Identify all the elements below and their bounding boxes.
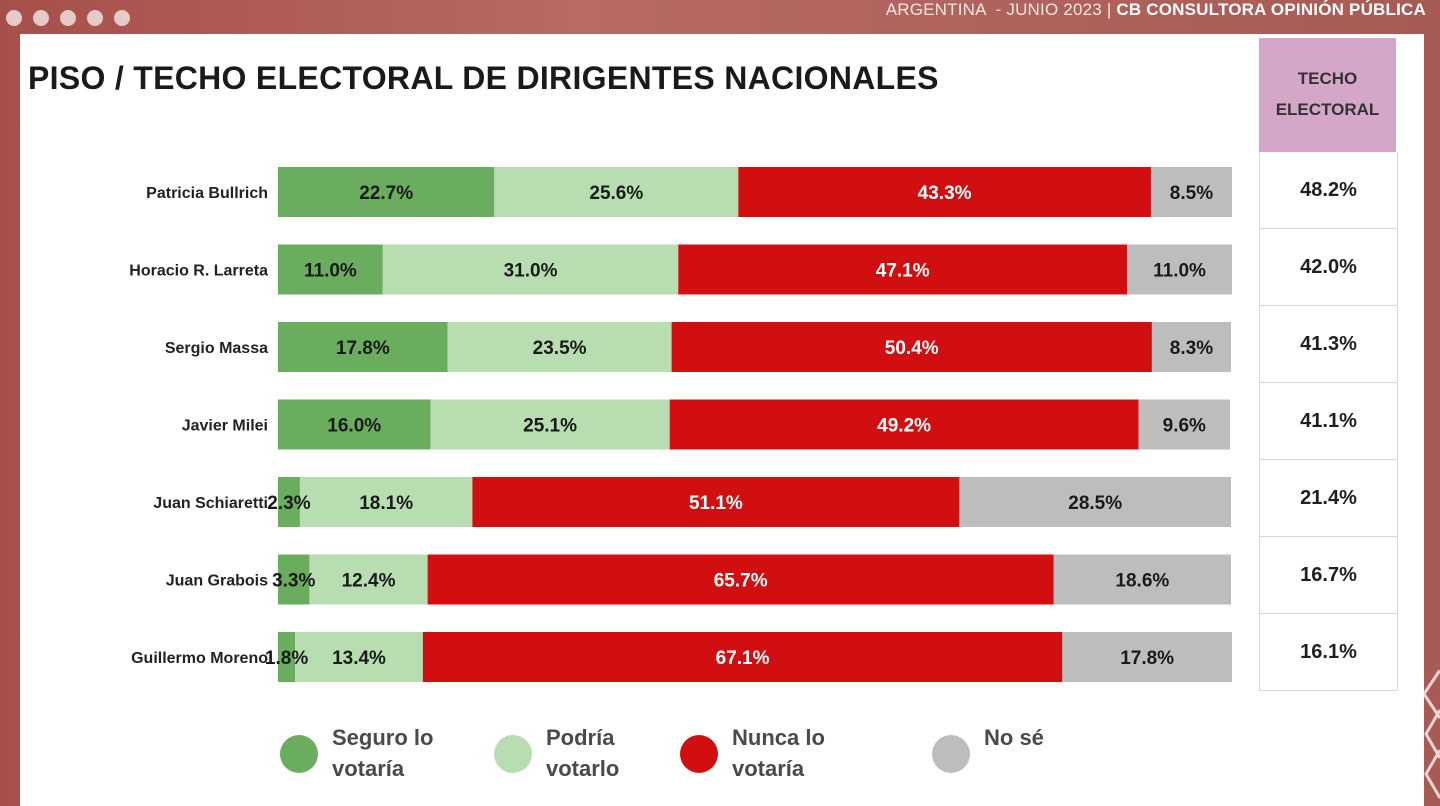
data-label: 22.7%	[359, 183, 413, 204]
data-label: 47.1%	[876, 261, 930, 282]
techo-value: 41.1%	[1260, 382, 1397, 459]
category-label: Patricia Bullrich	[146, 185, 268, 202]
data-label: 17.8%	[336, 338, 390, 359]
legend-item: Nunca lo votaría	[680, 722, 872, 784]
data-label: 18.6%	[1115, 571, 1169, 592]
techo-value: 41.3%	[1260, 305, 1397, 382]
techo-value: 42.0%	[1260, 228, 1397, 305]
data-label: 67.1%	[716, 648, 770, 669]
data-label: 8.3%	[1170, 338, 1213, 359]
bar-segment	[678, 244, 1128, 295]
data-label: 18.1%	[359, 493, 413, 514]
dot-icon	[6, 10, 22, 26]
category-label: Juan Grabois	[166, 573, 268, 590]
top-bar: ARGENTINA - JUNIO 2023 | CB CONSULTORA O…	[0, 0, 1440, 34]
legend-swatch	[932, 735, 970, 773]
bar-segment	[447, 322, 672, 372]
window-dots	[6, 10, 130, 26]
data-label: 51.1%	[689, 493, 743, 514]
legend-label: Seguro lo votaría	[332, 725, 434, 781]
data-label: 12.4%	[342, 571, 396, 592]
corner-decoration	[1424, 670, 1440, 799]
bar-segment	[494, 167, 739, 217]
category-label: Horacio R. Larreta	[129, 263, 268, 280]
bar-segment	[382, 244, 679, 295]
data-label: 43.3%	[918, 183, 972, 204]
source-line: ARGENTINA - JUNIO 2023 | CB CONSULTORA O…	[886, 0, 1426, 20]
techo-column: 48.2% 42.0% 41.3% 41.1% 21.4% 16.7% 16.1%	[1259, 152, 1398, 691]
bar-segment	[422, 632, 1063, 682]
data-label: 28.5%	[1068, 493, 1122, 514]
data-label: 17.8%	[1120, 648, 1174, 669]
bar-segment	[472, 477, 960, 527]
source-prefix: ARGENTINA - JUNIO 2023 |	[885, 0, 1117, 19]
legend-label: No sé	[984, 725, 1044, 750]
legend-swatch	[494, 735, 532, 773]
data-label: 50.4%	[885, 338, 939, 359]
category-label: Javier Milei	[182, 418, 268, 435]
data-label: 3.3%	[272, 571, 315, 592]
data-label: 1.8%	[265, 648, 308, 669]
data-label: 8.5%	[1170, 183, 1213, 204]
data-label: 11.0%	[304, 261, 357, 282]
bar-segment	[959, 477, 1231, 527]
data-label: 11.0%	[1153, 261, 1206, 282]
bar-segment	[278, 399, 431, 450]
legend-swatch	[280, 735, 318, 773]
data-label: 9.6%	[1163, 416, 1206, 437]
bar-segment	[278, 477, 300, 527]
bar-segment	[1150, 167, 1232, 217]
data-label: 2.3%	[267, 493, 310, 514]
dot-icon	[60, 10, 76, 26]
techo-value: 16.7%	[1260, 536, 1397, 613]
bar-segment	[295, 632, 423, 682]
bar-segment	[278, 167, 495, 217]
bar-segment	[278, 244, 383, 295]
bar-segment	[1138, 399, 1231, 450]
dot-icon	[114, 10, 130, 26]
techo-value: 16.1%	[1260, 613, 1397, 690]
bar-segment	[278, 554, 310, 605]
data-label: 23.5%	[533, 338, 587, 359]
bar-segment	[1127, 244, 1232, 295]
dot-icon	[33, 10, 49, 26]
bar-segment	[427, 554, 1054, 605]
bar-segment	[1062, 632, 1232, 682]
page-title: PISO / TECHO ELECTORAL DE DIRIGENTES NAC…	[28, 60, 939, 96]
data-label: 25.1%	[523, 416, 577, 437]
techo-value: 21.4%	[1260, 459, 1397, 536]
bar-segment	[669, 399, 1139, 450]
legend-label: Nunca lo votaría	[732, 725, 825, 781]
bar-segment	[1053, 554, 1231, 605]
legend-label: Podría votarlo	[546, 725, 620, 781]
bar-segment	[278, 632, 296, 682]
data-label: 49.2%	[877, 416, 931, 437]
category-label: Sergio Massa	[165, 340, 268, 357]
data-label: 13.4%	[332, 648, 386, 669]
data-label: 31.0%	[504, 261, 558, 282]
data-label: 16.0%	[327, 416, 381, 437]
legend-item: No sé	[932, 722, 1124, 773]
techo-header-label: TECHO ELECTORAL	[1275, 69, 1380, 119]
bar-segment	[1151, 322, 1231, 372]
techo-value: 48.2%	[1300, 178, 1357, 201]
bar-segment	[309, 554, 428, 605]
bar-segment	[430, 399, 670, 450]
legend-item: Seguro lo votaría	[280, 722, 472, 784]
category-label: Juan Schiaretti	[153, 495, 268, 512]
source-name: CB CONSULTORA OPINIÓN PÚBLICA	[1116, 0, 1426, 19]
techo-header: TECHO ELECTORAL	[1259, 38, 1396, 152]
bar-segment	[671, 322, 1152, 372]
data-label: 25.6%	[589, 183, 643, 204]
data-label: 65.7%	[714, 571, 768, 592]
legend-item: Podría votarlo	[494, 722, 686, 784]
legend-swatch	[680, 735, 718, 773]
dot-icon	[87, 10, 103, 26]
bar-segment	[299, 477, 473, 527]
bar-segment	[738, 167, 1151, 217]
category-label: Guillermo Moreno	[131, 650, 268, 667]
bar-segment	[278, 322, 448, 372]
